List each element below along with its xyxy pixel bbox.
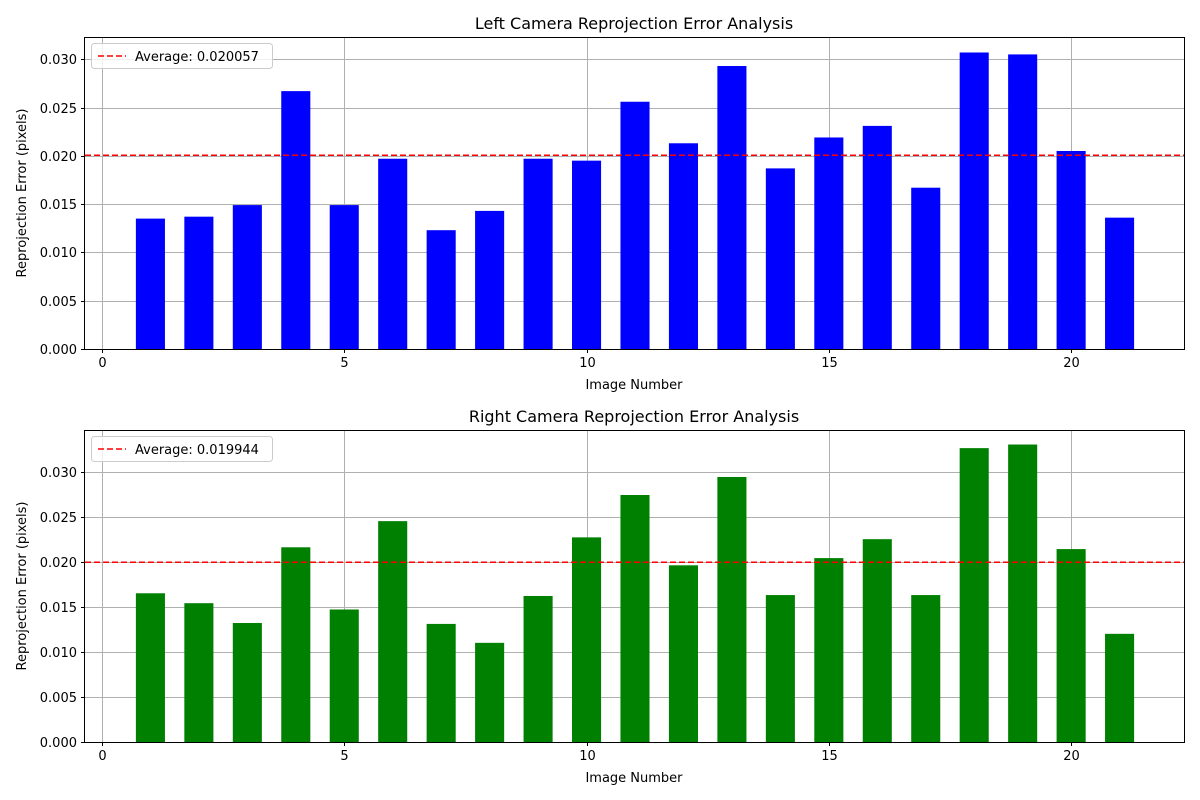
right-camera-y-tick-label: 0.030 [40, 466, 77, 481]
left-camera-bar-1 [135, 218, 165, 349]
right-camera-x-tick-label: 5 [340, 749, 348, 764]
right-camera-bar-18 [959, 448, 989, 742]
left-camera-bar-18 [959, 52, 989, 350]
left-camera-bar-8 [475, 210, 505, 349]
right-camera-bar-10 [572, 537, 602, 742]
right-camera-legend-box [91, 436, 273, 462]
right-camera-bar-15 [814, 558, 844, 742]
right-camera-y-tick-label: 0.015 [40, 601, 77, 616]
left-camera-title: Left Camera Reprojection Error Analysis [475, 14, 793, 33]
left-camera-bar-15 [814, 137, 844, 349]
left-camera-bars [135, 52, 1135, 350]
left-camera-bar-5 [329, 205, 359, 349]
left-camera-axes-frame [84, 37, 1185, 350]
left-camera-y-tick-label: 0.025 [40, 102, 77, 117]
left-camera-y-tick-label: 0.010 [40, 246, 77, 261]
right-camera-x-tick-label: 0 [98, 749, 106, 764]
left-camera-x-tick-label: 0 [98, 356, 106, 371]
right-camera-bar-5 [329, 609, 359, 742]
left-camera-bar-6 [378, 158, 408, 349]
right-camera-bar-1 [135, 593, 165, 742]
left-camera-y-tick-label: 0.020 [40, 150, 77, 165]
right-camera-bar-2 [184, 603, 214, 742]
left-camera-x-axis-label: Image Number [585, 378, 683, 393]
right-camera-axes-frame [84, 430, 1185, 743]
left-camera-x-tick-label: 15 [821, 356, 838, 371]
right-camera-x-tick-label: 10 [579, 749, 596, 764]
right-camera-bar-19 [1008, 444, 1038, 742]
left-camera-bar-19 [1008, 54, 1038, 350]
left-camera-bar-3 [232, 205, 262, 349]
right-camera-bar-3 [232, 623, 262, 742]
right-camera-title: Right Camera Reprojection Error Analysis [469, 407, 799, 426]
right-camera-bar-14 [765, 595, 795, 742]
right-camera-bar-13 [717, 476, 747, 742]
right-camera-x-tick-label: 20 [1063, 749, 1080, 764]
right-camera-y-tick-label: 0.005 [40, 691, 77, 706]
right-camera-bars [135, 444, 1135, 742]
right-camera-legend: Average: 0.019944 [91, 436, 273, 462]
left-camera-legend: Average: 0.020057 [91, 43, 273, 69]
right-camera-bar-17 [911, 595, 941, 742]
right-camera-bar-8 [475, 642, 505, 742]
right-camera-bar-16 [862, 539, 892, 742]
left-camera-bar-2 [184, 216, 214, 349]
left-camera-bar-17 [911, 187, 941, 349]
right-camera-ticks: 0 5 10 15 20 0.000 0.005 0.010 0.015 0.020 0.025 0.… [40, 466, 1080, 764]
left-camera-bar-13 [717, 66, 747, 349]
right-camera-y-axis-label: Reprojection Error (pixels) [15, 501, 30, 670]
left-camera-bar-4 [281, 91, 311, 350]
left-camera-ticks: 0 5 10 15 20 0.000 0.005 0.010 0.015 0.020 0.025 0.… [40, 53, 1080, 371]
left-camera-panel: Left Camera Reprojection Error Analysis … [15, 14, 1185, 393]
left-camera-x-tick-label: 20 [1063, 356, 1080, 371]
right-camera-bar-12 [668, 565, 698, 742]
right-camera-y-tick-label: 0.000 [40, 736, 77, 751]
left-camera-bar-9 [523, 158, 553, 349]
left-camera-y-axis-label: Reprojection Error (pixels) [15, 108, 30, 277]
left-camera-x-tick-label: 10 [579, 356, 596, 371]
left-camera-bar-20 [1056, 151, 1086, 349]
left-camera-legend-box [91, 43, 273, 69]
right-camera-bar-21 [1105, 633, 1135, 742]
right-camera-bar-9 [523, 595, 553, 742]
left-camera-bar-11 [620, 101, 650, 349]
right-camera-y-tick-label: 0.020 [40, 556, 77, 571]
right-camera-bar-11 [620, 495, 650, 742]
left-camera-bar-16 [862, 125, 892, 349]
left-camera-bar-14 [765, 168, 795, 349]
left-camera-y-tick-label: 0.030 [40, 53, 77, 68]
right-camera-x-tick-label: 15 [821, 749, 838, 764]
right-camera-panel: Right Camera Reprojection Error Analysis… [15, 407, 1185, 786]
left-camera-x-tick-label: 5 [340, 356, 348, 371]
left-camera-y-tick-label: 0.000 [40, 343, 77, 358]
right-camera-bar-6 [378, 521, 408, 742]
right-camera-y-tick-label: 0.010 [40, 646, 77, 661]
left-camera-legend-label: Average: 0.020057 [135, 50, 259, 65]
right-camera-x-axis-label: Image Number [585, 771, 683, 786]
left-camera-y-tick-label: 0.015 [40, 198, 77, 213]
left-camera-bar-12 [668, 143, 698, 349]
left-camera-bar-7 [426, 230, 456, 349]
left-camera-bar-21 [1105, 217, 1135, 349]
left-camera-y-tick-label: 0.005 [40, 295, 77, 310]
left-camera-bar-10 [572, 160, 602, 349]
right-camera-bar-4 [281, 547, 311, 742]
right-camera-legend-label: Average: 0.019944 [135, 443, 259, 458]
right-camera-bar-7 [426, 623, 456, 742]
right-camera-bar-20 [1056, 549, 1086, 742]
right-camera-y-tick-label: 0.025 [40, 511, 77, 526]
